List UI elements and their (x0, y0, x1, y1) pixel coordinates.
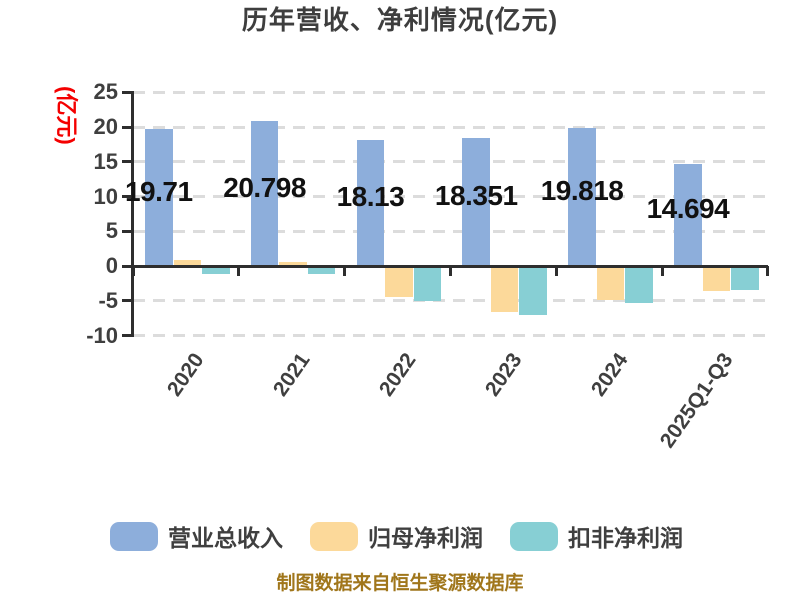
gridline (133, 229, 768, 233)
bar-扣非净利润-2023 (519, 266, 547, 316)
bar-归母净利润-2024 (596, 266, 625, 301)
data-source-note: 制图数据来自恒生聚源数据库 (276, 573, 524, 594)
bar-扣非净利润-2020 (202, 266, 230, 275)
gridline (133, 125, 768, 129)
legend-swatch-non-gaap (510, 521, 558, 551)
bar-扣非净利润-2025Q1-Q3 (731, 266, 759, 290)
x-tick (766, 266, 770, 276)
legend-item-revenue: 营业总收入 (110, 521, 283, 551)
x-category-label: 2021 (268, 349, 315, 401)
y-tick (122, 125, 133, 129)
y-tick-label: 25 (93, 79, 118, 105)
x-category-label: 2025Q1-Q3 (656, 349, 738, 453)
y-tick (122, 264, 133, 268)
y-tick (122, 160, 133, 164)
gridline (133, 90, 768, 94)
y-tick-label: -10 (86, 322, 118, 348)
x-category-label: 2020 (163, 349, 209, 401)
legend-label-non-gaap: 扣非净利润 (568, 525, 683, 551)
bar-营业总收入-2020 (145, 129, 173, 266)
y-tick (122, 334, 133, 337)
y-tick (122, 90, 133, 94)
y-tick-label: 15 (93, 148, 118, 174)
bar-归母净利润-2025Q1-Q3 (702, 266, 731, 292)
legend-item-non-gaap: 扣非净利润 (510, 521, 683, 551)
x-tick (237, 266, 241, 276)
bar-归母净利润-2020 (173, 259, 201, 266)
y-tick (122, 299, 133, 303)
bar-扣非净利润-2021 (307, 266, 336, 274)
bar-营业总收入-2024 (568, 128, 596, 266)
y-tick-label: 5 (105, 218, 118, 244)
x-category-label: 2024 (586, 349, 633, 401)
legend-label-revenue: 营业总收入 (168, 525, 283, 551)
y-tick (122, 195, 133, 198)
legend-label-net-profit: 归母净利润 (368, 525, 483, 551)
bar-归母净利润-2023 (490, 266, 519, 312)
bar-扣非净利润-2022 (413, 266, 442, 301)
bar-营业总收入-2022 (356, 139, 385, 266)
value-label: 19.71 (124, 175, 193, 207)
legend-swatch-revenue (110, 521, 158, 551)
y-tick-label: 10 (93, 183, 118, 209)
y-tick-label: -5 (98, 287, 118, 313)
x-tick (131, 266, 135, 276)
y-tick-label: 20 (93, 114, 118, 139)
legend-item-net-profit: 归母净利润 (310, 521, 483, 551)
gridline (133, 299, 768, 303)
bar-营业总收入-2025Q1-Q3 (674, 163, 702, 266)
y-tick-label: 0 (105, 253, 118, 278)
gridline (133, 334, 768, 337)
x-category-label: 2023 (480, 349, 527, 401)
x-tick (448, 266, 452, 276)
x-tick (660, 266, 664, 276)
chart-title: 历年营收、净利情况(亿元) (241, 5, 559, 35)
bar-营业总收入-2021 (250, 121, 279, 266)
bar-归母净利润-2022 (385, 266, 413, 297)
bar-扣非净利润-2024 (625, 266, 653, 303)
gridline (133, 195, 768, 198)
y-axis-line (131, 91, 134, 337)
gridline (133, 160, 768, 164)
value-label: 20.798 (223, 171, 306, 203)
x-category-label: 2022 (374, 349, 421, 401)
value-label: 14.694 (646, 192, 730, 224)
x-tick (554, 266, 558, 276)
bar-营业总收入-2023 (462, 138, 490, 266)
x-tick (343, 266, 347, 276)
value-label: 19.818 (540, 175, 624, 207)
value-label: 18.351 (434, 180, 518, 212)
legend-swatch-net-profit (310, 521, 358, 551)
bar-归母净利润-2021 (279, 261, 307, 266)
y-tick (122, 229, 133, 233)
value-label: 18.13 (336, 180, 405, 212)
